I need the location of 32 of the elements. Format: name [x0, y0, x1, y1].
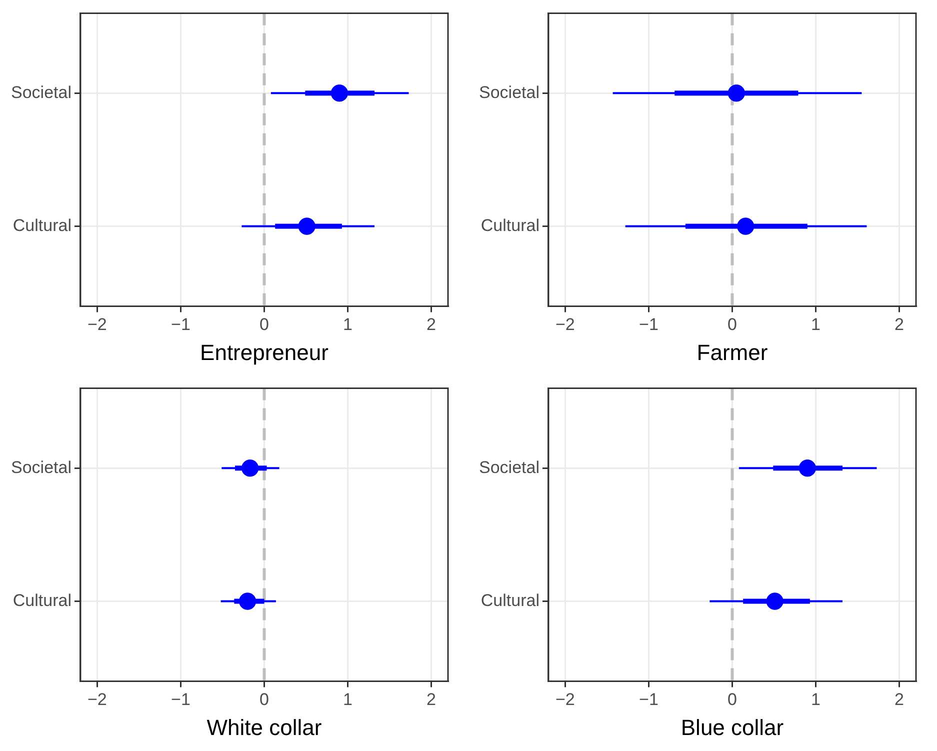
y-tick-label: Societal: [478, 82, 540, 102]
x-tick-label: 2: [894, 315, 904, 334]
x-tick-label: 2: [426, 315, 436, 334]
x-axis-title: Blue collar: [680, 714, 784, 740]
x-tick-label: −1: [171, 690, 190, 710]
x-tick-label: −1: [171, 315, 190, 334]
y-tick-label: Cultural: [12, 590, 72, 610]
x-tick-label: 1: [343, 690, 352, 710]
y-tick-label: Cultural: [480, 590, 540, 610]
y-tick-label: Societal: [478, 458, 540, 477]
x-axis-title: White collar: [206, 714, 322, 740]
y-tick-label: Cultural: [480, 216, 540, 235]
x-tick-label: −1: [639, 315, 658, 334]
x-axis-title: Entrepreneur: [200, 340, 328, 365]
x-tick-label: −2: [87, 315, 107, 334]
x-tick-label: 0: [260, 315, 269, 334]
x-tick-label: 0: [260, 690, 269, 710]
y-tick-label: Societal: [10, 82, 72, 102]
x-tick-label: −2: [555, 690, 575, 710]
x-tick-label: 2: [426, 690, 436, 710]
x-tick-label: 0: [728, 315, 737, 334]
x-tick-label: 1: [811, 315, 820, 334]
x-tick-label: 0: [728, 690, 737, 710]
x-tick-label: −2: [555, 315, 575, 334]
x-tick-label: −2: [87, 690, 107, 710]
x-tick-label: 1: [343, 315, 352, 334]
x-tick-label: 2: [894, 690, 904, 710]
y-tick-label: Cultural: [12, 216, 72, 235]
x-axis-title: Farmer: [696, 340, 768, 365]
x-tick-label: 1: [811, 690, 820, 710]
x-tick-label: −1: [639, 690, 658, 710]
y-tick-label: Societal: [10, 458, 72, 477]
